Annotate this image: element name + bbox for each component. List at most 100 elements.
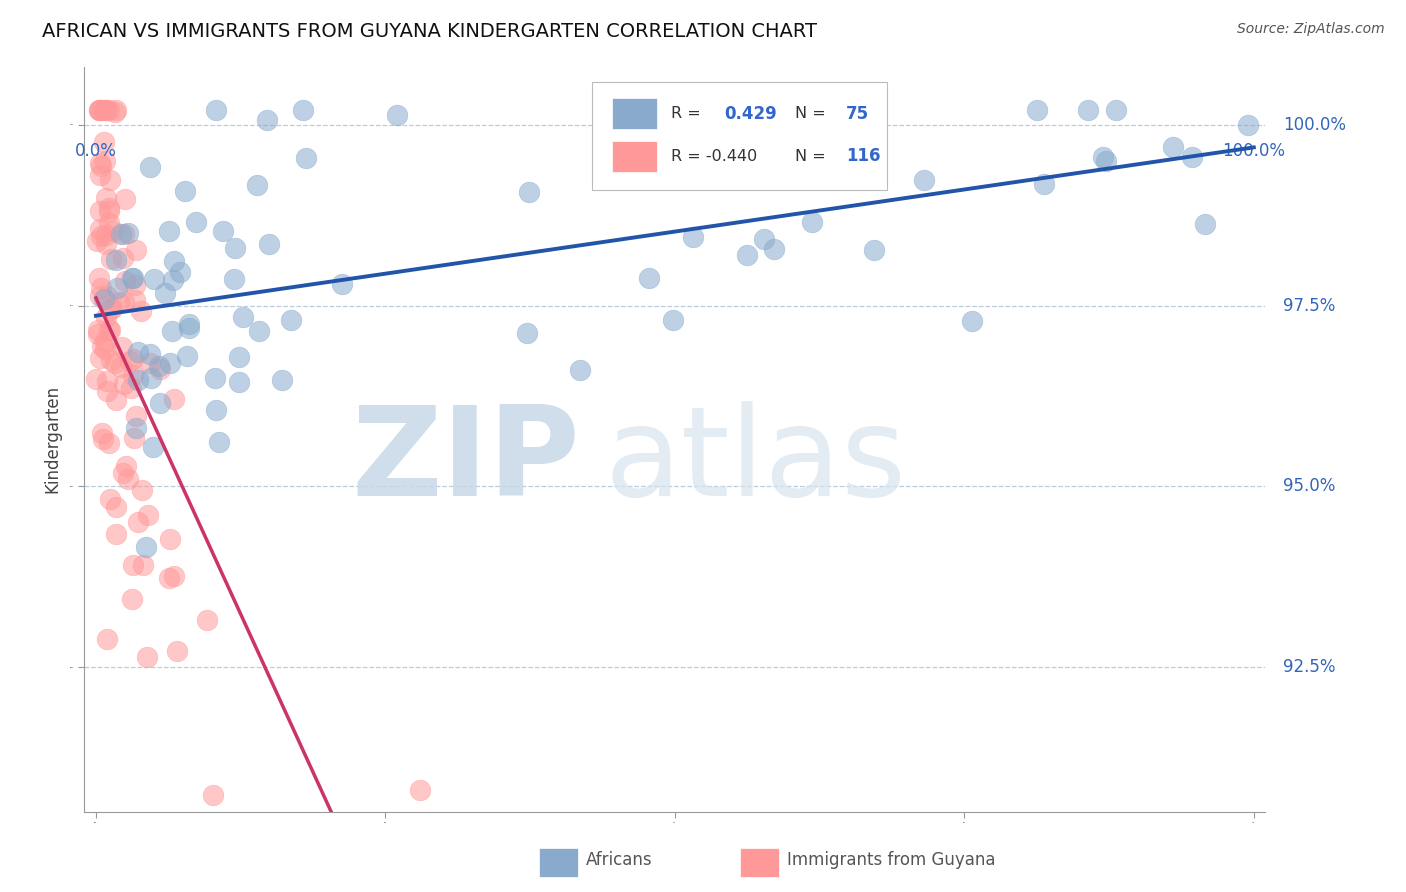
Text: 75: 75 — [846, 105, 869, 123]
Point — [1077, 103, 1099, 118]
Point — [96, 384, 118, 398]
Text: 116: 116 — [846, 147, 880, 165]
Point — [101, 224, 124, 238]
Point — [131, 483, 153, 497]
Point — [139, 347, 162, 361]
Point — [86, 372, 108, 386]
Point — [232, 310, 254, 325]
Point — [517, 185, 540, 199]
Point — [112, 295, 135, 310]
Text: 0.429: 0.429 — [724, 105, 778, 123]
Point — [127, 345, 149, 359]
Point — [127, 373, 149, 387]
Point — [125, 409, 148, 424]
Point — [89, 289, 111, 303]
Point — [90, 228, 112, 243]
Point — [862, 243, 884, 257]
Point — [90, 339, 112, 353]
Point — [143, 271, 166, 285]
Point — [724, 140, 747, 154]
Point — [148, 359, 170, 373]
Point — [105, 281, 128, 295]
Point — [89, 156, 111, 170]
Text: 95.0%: 95.0% — [1282, 477, 1336, 495]
Point — [121, 271, 143, 285]
Point — [125, 243, 148, 257]
Point — [516, 326, 538, 340]
Point — [105, 103, 128, 118]
Text: AFRICAN VS IMMIGRANTS FROM GUYANA KINDERGARTEN CORRELATION CHART: AFRICAN VS IMMIGRANTS FROM GUYANA KINDER… — [42, 22, 817, 41]
Point — [107, 294, 129, 309]
Text: Immigrants from Guyana: Immigrants from Guyana — [787, 851, 995, 869]
Point — [87, 270, 110, 285]
FancyBboxPatch shape — [538, 848, 578, 877]
Point — [222, 272, 245, 286]
Point — [98, 203, 121, 218]
Point — [121, 592, 143, 607]
Point — [97, 103, 120, 118]
Point — [86, 323, 108, 337]
Point — [122, 351, 145, 366]
Point — [247, 324, 270, 338]
Text: 100.0%: 100.0% — [1222, 142, 1285, 161]
Point — [246, 178, 269, 193]
Text: 97.5%: 97.5% — [1282, 296, 1336, 315]
Y-axis label: Kindergarten: Kindergarten — [44, 385, 62, 493]
Point — [149, 362, 172, 376]
Point — [105, 393, 128, 408]
Point — [136, 508, 159, 523]
Point — [112, 227, 135, 241]
Point — [160, 324, 183, 338]
Point — [135, 650, 157, 665]
Point — [96, 289, 118, 303]
Text: Africans: Africans — [586, 851, 652, 869]
Point — [90, 425, 112, 440]
Point — [98, 491, 121, 506]
Point — [93, 135, 115, 149]
Point — [87, 103, 110, 118]
Point — [101, 301, 124, 315]
Text: N =: N = — [796, 106, 827, 121]
Point — [256, 113, 278, 128]
Point — [122, 368, 145, 383]
Point — [110, 359, 132, 374]
Point — [257, 237, 280, 252]
Point — [104, 253, 127, 268]
Point — [135, 541, 157, 555]
Text: N =: N = — [796, 149, 827, 164]
Point — [1237, 118, 1260, 132]
Point — [208, 435, 231, 450]
Point — [163, 569, 186, 583]
Text: R =: R = — [671, 106, 702, 121]
Point — [205, 403, 228, 417]
Point — [224, 241, 246, 255]
FancyBboxPatch shape — [592, 82, 887, 190]
Text: 92.5%: 92.5% — [1282, 658, 1336, 676]
Point — [122, 431, 145, 445]
Text: Source: ZipAtlas.com: Source: ZipAtlas.com — [1237, 22, 1385, 37]
Text: 0.0%: 0.0% — [75, 142, 117, 161]
Text: ZIP: ZIP — [352, 401, 581, 522]
Point — [330, 277, 353, 292]
Point — [114, 192, 136, 206]
Point — [98, 216, 121, 230]
Point — [1181, 151, 1204, 165]
Point — [228, 351, 250, 365]
Point — [89, 221, 111, 235]
Point — [752, 232, 775, 246]
Point — [163, 254, 186, 268]
Point — [204, 371, 226, 385]
Point — [104, 356, 127, 370]
Point — [100, 301, 122, 316]
Point — [159, 533, 181, 547]
Point — [127, 515, 149, 529]
Point — [117, 227, 139, 241]
Point — [1095, 154, 1118, 169]
Point — [737, 248, 759, 262]
Text: atlas: atlas — [605, 401, 905, 522]
Point — [149, 395, 172, 409]
Point — [201, 788, 224, 802]
Point — [201, 841, 224, 855]
Point — [195, 613, 218, 627]
Point — [93, 292, 115, 306]
